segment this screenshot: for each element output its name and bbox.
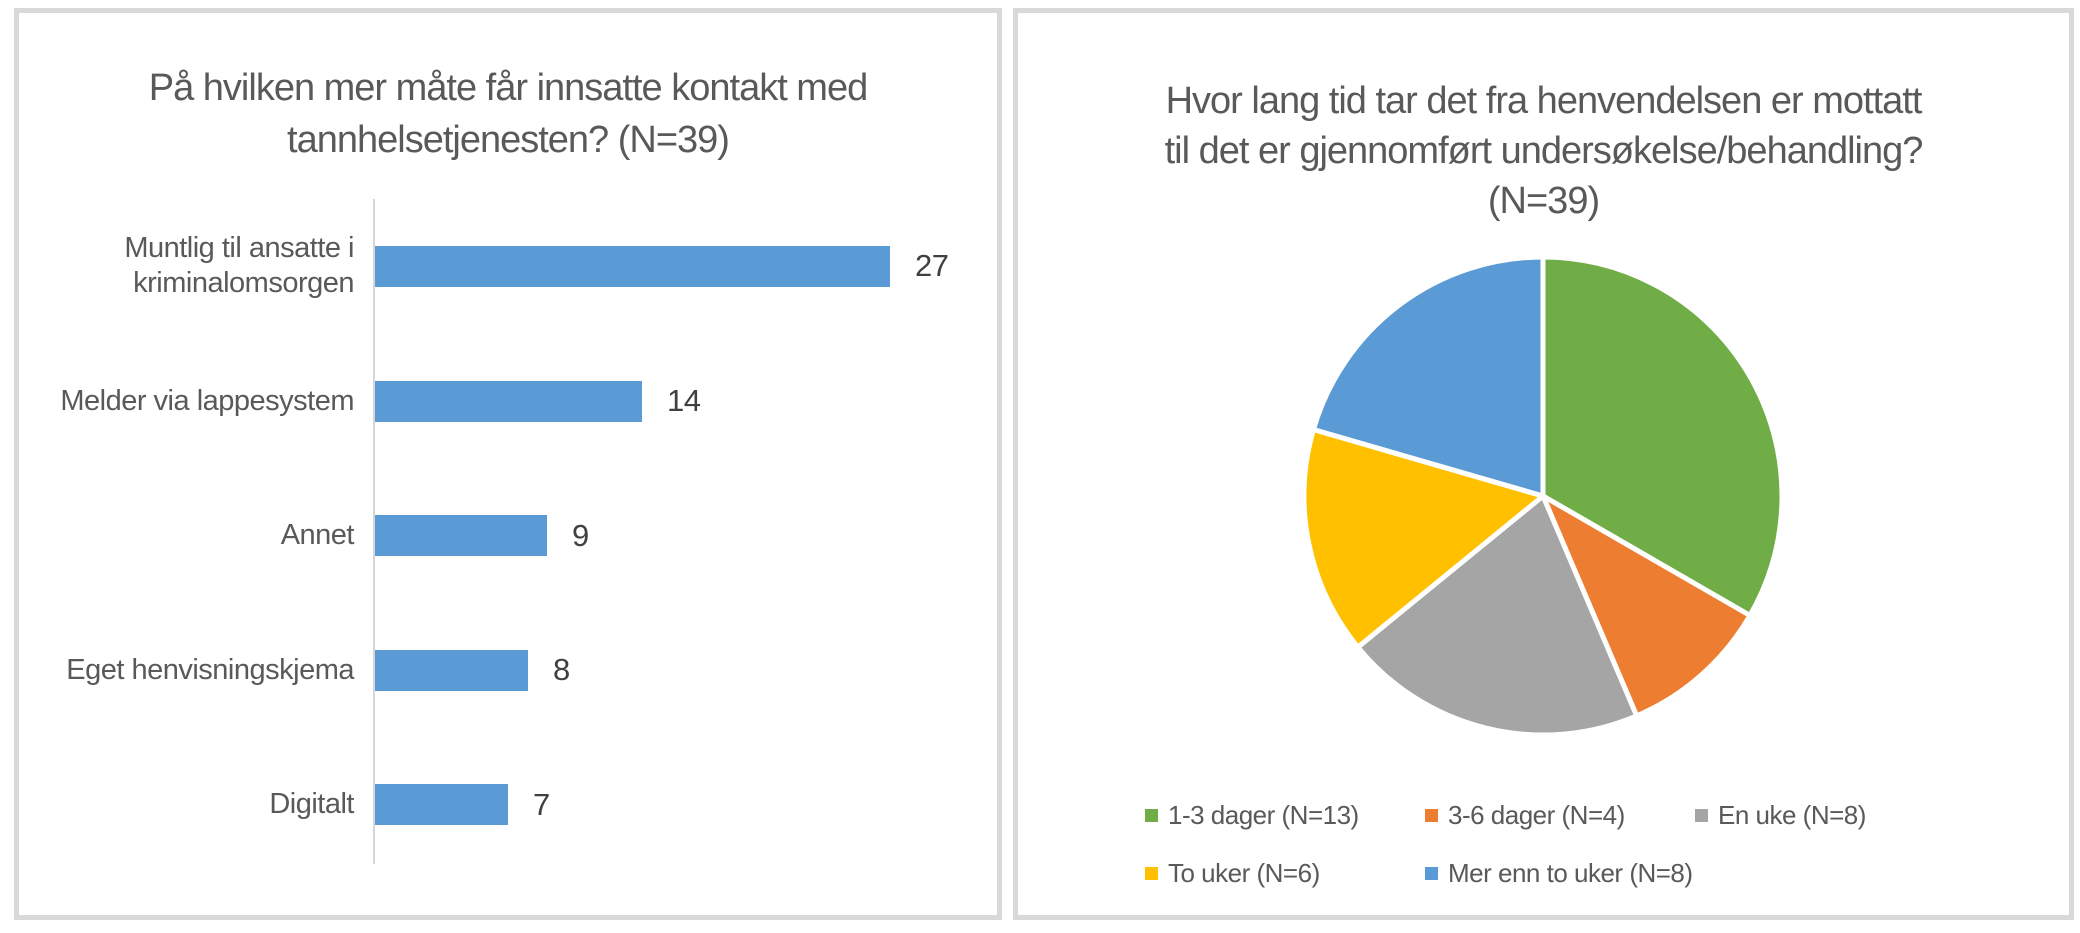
bar-value-label: 8 <box>553 652 570 687</box>
legend-swatch-icon <box>1425 866 1438 880</box>
bar-chart-title: På hvilken mer måte får innsatte kontakt… <box>19 62 997 166</box>
legend-item: Mer enn to uker (N=8) <box>1425 858 1693 888</box>
pie-chart-title-line-3: (N=39) <box>1487 180 1600 223</box>
legend-label: 1-3 dager (N=13) <box>1168 800 1359 830</box>
category-axis-line <box>373 199 375 864</box>
pie-chart-title-line-2: til det er gjennomført undersøkelse/beha… <box>1164 130 1924 173</box>
legend-label: 3-6 dager (N=4) <box>1448 800 1625 830</box>
bar <box>375 784 508 825</box>
bar-plot-area: Muntlig til ansatte i kriminalomsorgen 27… <box>19 13 997 915</box>
bar-category-label: Digitalt <box>269 788 354 820</box>
bar-chart-panel: På hvilken mer måte får innsatte kontakt… <box>14 8 1002 920</box>
bar <box>375 245 890 287</box>
bar-value-label: 9 <box>572 517 589 553</box>
bar-category-label: Annet <box>280 519 355 551</box>
legend-label: Mer enn to uker (N=8) <box>1448 858 1693 888</box>
legend-swatch-icon <box>1695 808 1708 822</box>
legend-swatch-icon <box>1145 808 1158 822</box>
legend-item: En uke (N=8) <box>1695 800 1866 830</box>
legend-label: To uker (N=6) <box>1168 858 1320 888</box>
bar <box>375 380 642 422</box>
legend-label: En uke (N=8) <box>1718 800 1866 830</box>
bar <box>375 649 528 691</box>
pie-slice <box>1540 254 1785 618</box>
bar-value-label: 14 <box>667 383 701 418</box>
legend-item: 3-6 dager (N=4) <box>1425 800 1625 830</box>
bar-chart-title-line-1: På hvilken mer måte får innsatte kontakt… <box>148 67 868 110</box>
bar-value-label: 7 <box>533 786 550 822</box>
pie-slice <box>1301 427 1546 650</box>
bar-category-label: Muntlig til ansatte i kriminalomsorgen <box>124 232 354 299</box>
bar-chart-title-line-2: tannhelsetjenesten? (N=39) <box>287 119 730 162</box>
pie-chart-title-line-1: Hvor lang tid tar det fra henvendelsen e… <box>1165 80 1923 123</box>
legend-swatch-icon <box>1145 866 1158 880</box>
legend-item: 1-3 dager (N=13) <box>1145 800 1359 830</box>
pie-chart-title: Hvor lang tid tar det fra henvendelsen e… <box>1018 76 2069 226</box>
pie-slice <box>1540 493 1753 719</box>
bar-category-label: Melder via lappesystem <box>60 384 354 417</box>
legend-swatch-icon <box>1425 808 1438 822</box>
bar-category-label: Eget henvisningskjema <box>66 653 354 686</box>
pie-chart <box>1301 254 1785 738</box>
bar-value-label: 27 <box>915 248 949 283</box>
pie-slice <box>1355 493 1640 738</box>
pie-slice <box>1310 254 1546 499</box>
bar <box>375 515 547 556</box>
pie-chart-panel: Hvor lang tid tar det fra henvendelsen e… <box>1013 8 2074 920</box>
legend-item: To uker (N=6) <box>1145 858 1320 888</box>
